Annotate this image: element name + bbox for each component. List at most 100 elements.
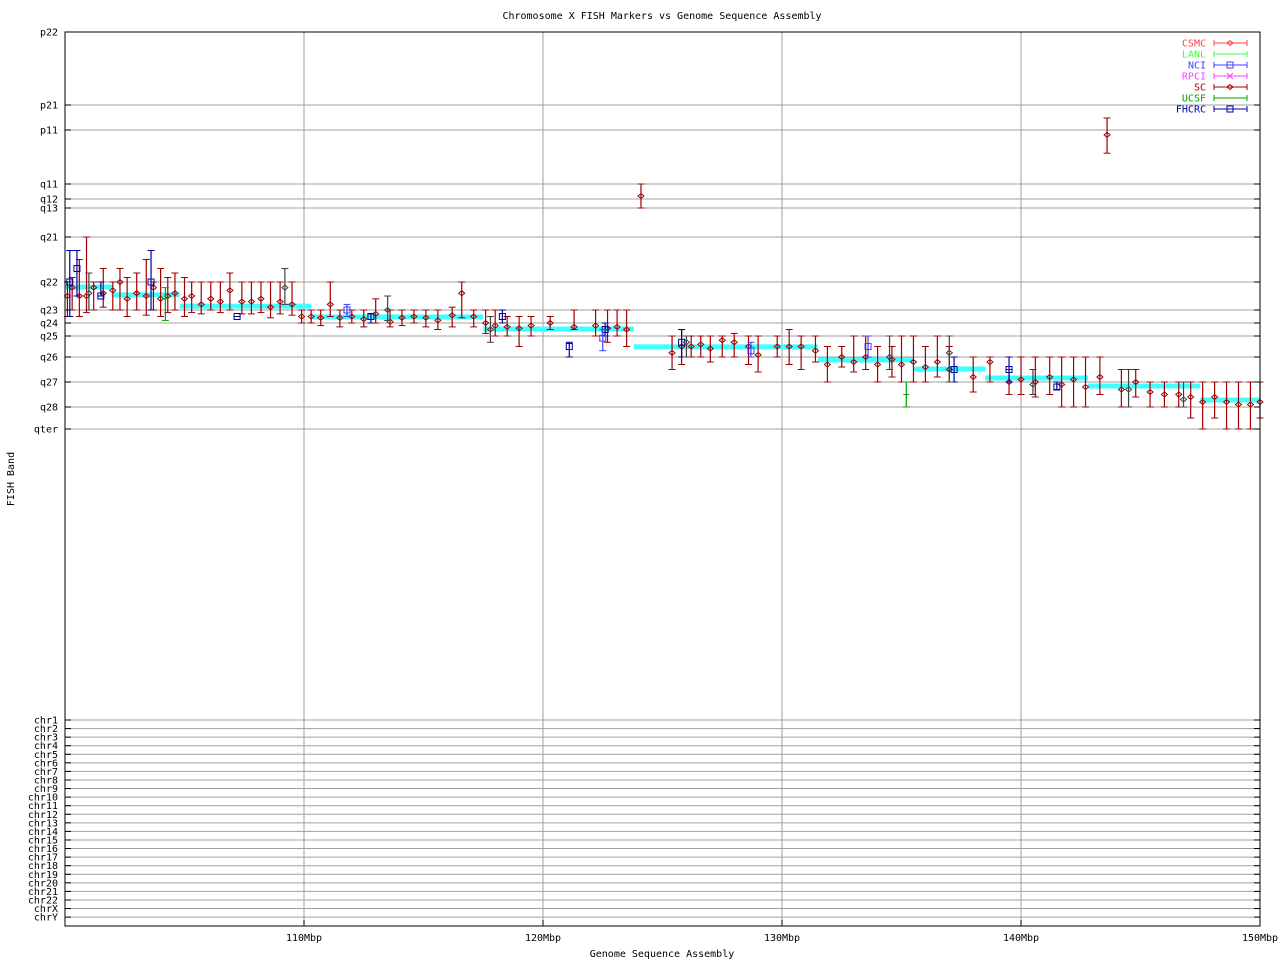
y-tick-label: chr1 [34, 716, 58, 727]
legend-entry-csmc: CSMC [1182, 39, 1248, 50]
error-bar-point [1198, 381, 1207, 430]
error-bar-point [1234, 381, 1243, 430]
error-bar-point [410, 309, 418, 324]
point-diamond [687, 343, 695, 350]
point-diamond [207, 295, 215, 302]
error-bar-point [371, 298, 380, 324]
error-bar-point [986, 356, 994, 383]
error-bar-point [909, 335, 918, 383]
error-bar-point [123, 277, 131, 317]
error-bar-point [398, 309, 406, 327]
legend-entry-fhcrc: FHCRC [1176, 105, 1248, 116]
point-diamond [945, 349, 954, 356]
point-square [498, 313, 506, 320]
error-bar-point [1117, 369, 1126, 408]
error-bar-point [687, 335, 695, 358]
error-bar-point [297, 309, 306, 324]
point-square [1226, 61, 1234, 69]
y-tick-label: p22 [40, 28, 58, 39]
point-diamond [823, 361, 832, 368]
error-bar-point [1053, 381, 1061, 391]
error-bar-point [266, 281, 275, 319]
error-bar-point [945, 335, 954, 383]
point-diamond [837, 353, 846, 361]
y-tick-label: chr7 [34, 767, 58, 778]
point-diamond [216, 298, 225, 305]
assembly-line [65, 284, 1260, 403]
error-bar-point [147, 250, 155, 311]
error-bar-point [1103, 117, 1111, 154]
error-bar-point [747, 341, 755, 358]
point-square [678, 338, 686, 346]
error-bar-point [527, 316, 535, 337]
point-diamond [142, 292, 151, 300]
error-bar-point [622, 309, 631, 347]
point-diamond [1198, 398, 1207, 406]
point-diamond [448, 312, 456, 319]
point-diamond [238, 298, 246, 305]
x-tick-label: 110Mbp [286, 933, 322, 944]
y-tick-label: q24 [40, 319, 58, 330]
point-diamond [297, 313, 306, 320]
error-bar-point [773, 335, 782, 358]
error-bar-point [1057, 356, 1066, 408]
y-tick-label: chr18 [28, 861, 58, 872]
error-bar-point [546, 316, 554, 330]
error-bar-point [1186, 381, 1195, 419]
point-diamond [491, 322, 499, 329]
error-bar-point [161, 287, 169, 321]
point-diamond [422, 314, 430, 321]
error-bar-point [797, 335, 805, 370]
error-bar-point [969, 356, 977, 393]
y-axis-label: FISH Band [6, 452, 17, 506]
point-diamond [921, 363, 930, 371]
y-tick-label: p11 [40, 126, 58, 137]
legend-entry-sc: SC [1194, 83, 1248, 94]
point-diamond [326, 301, 335, 308]
point-diamond [82, 292, 91, 300]
error-bar-point [515, 316, 523, 347]
error-bar-point [730, 332, 738, 358]
error-bar-point [307, 309, 315, 324]
y-tick-label: chr14 [28, 827, 58, 838]
point-diamond [1146, 388, 1154, 396]
error-bar-point [257, 281, 265, 314]
point-diamond [986, 358, 994, 366]
x-axis-label: Genome Sequence Assembly [590, 949, 735, 960]
error-bar-point [486, 316, 495, 343]
y-tick-label: q21 [40, 233, 58, 244]
error-bar-point [180, 277, 189, 317]
point-diamond [1057, 381, 1066, 388]
y-tick-label: q28 [40, 403, 58, 414]
error-bar-point [570, 309, 578, 331]
point-diamond [171, 290, 179, 297]
error-bar-point [187, 281, 196, 314]
error-bar-point [171, 272, 179, 311]
error-bar-point [785, 329, 793, 365]
error-bar-point [885, 335, 894, 370]
series-other [85, 268, 1188, 408]
y-tick-label: q12 [40, 195, 58, 206]
y-tick-label: q26 [40, 353, 58, 364]
y-tick-label: q27 [40, 378, 58, 389]
point-diamond [276, 298, 284, 305]
error-bar-point [481, 309, 490, 334]
point-diamond [1160, 391, 1169, 398]
error-bar-point [82, 236, 91, 314]
point-diamond [109, 287, 117, 294]
error-bar-point [109, 281, 117, 311]
point-diamond [123, 295, 131, 302]
series-sc [63, 117, 1264, 430]
point-square [233, 313, 241, 320]
point-diamond [873, 361, 882, 368]
error-bar-point [837, 346, 846, 368]
point-diamond [682, 339, 691, 346]
y-tick-label: chr5 [34, 750, 58, 761]
error-bar-point [1124, 369, 1133, 408]
error-bar-point [637, 183, 645, 209]
legend-label: RPCI [1182, 72, 1206, 83]
point-diamond [668, 349, 676, 356]
point-diamond [1226, 83, 1234, 91]
error-bar-point [503, 316, 511, 337]
point-square [747, 347, 755, 355]
